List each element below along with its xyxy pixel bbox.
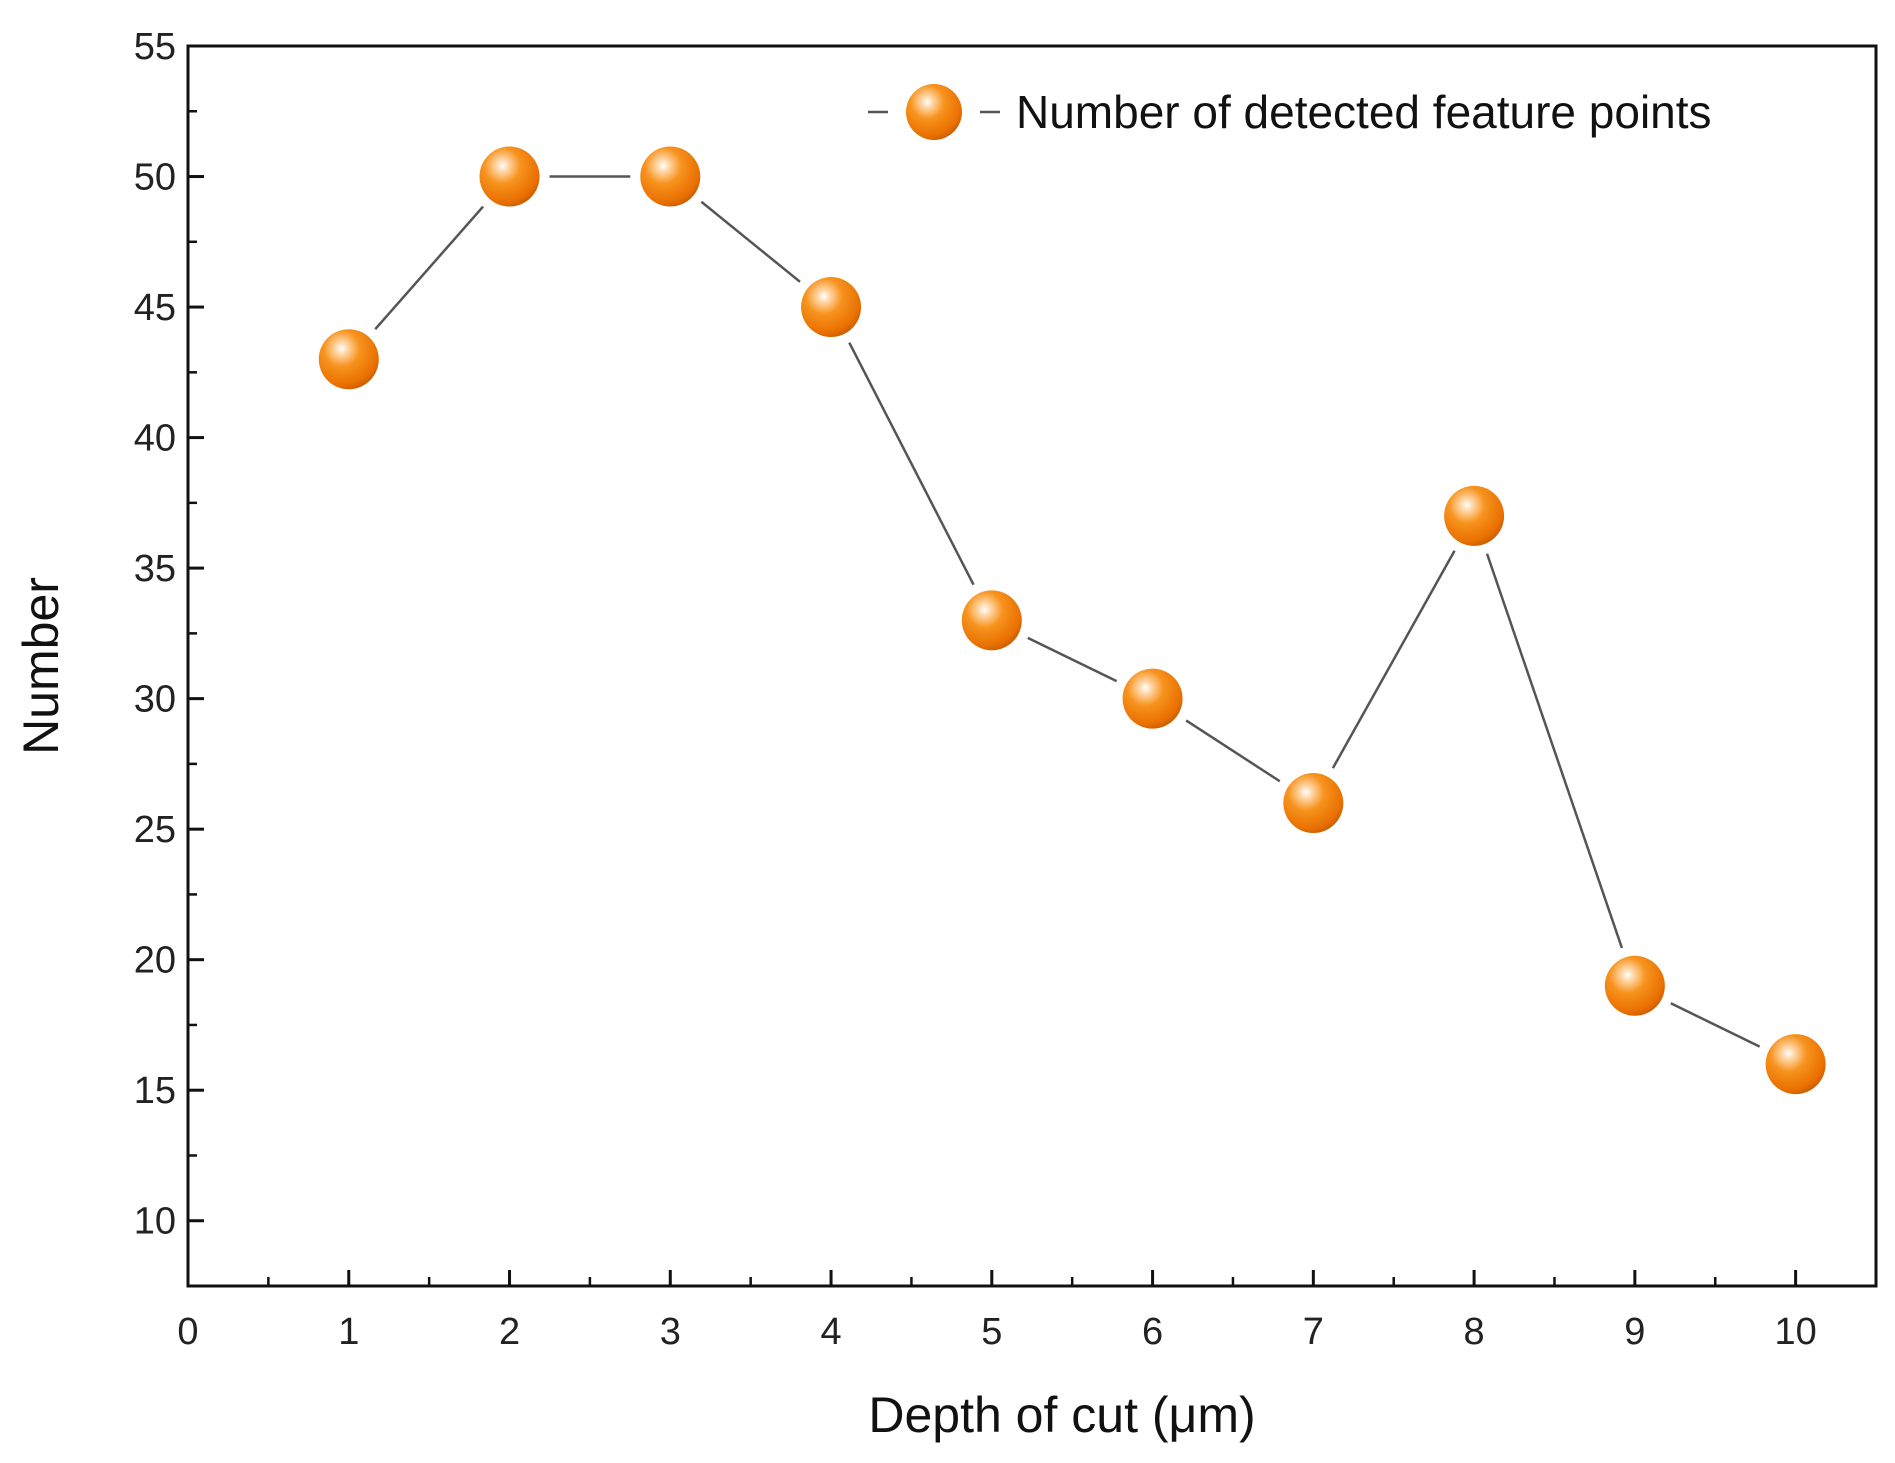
x-tick-label: 3 [660, 1311, 681, 1353]
data-point [961, 590, 1022, 651]
data-point [1604, 955, 1665, 1016]
y-axis: 10 15 20 25 30 35 40 45 50 55 [134, 26, 204, 1288]
data-point [1444, 485, 1505, 546]
data-point [1283, 773, 1344, 834]
series-line-segment [1485, 553, 1624, 949]
x-tick-label: 4 [820, 1311, 841, 1353]
y-tick-label: 15 [134, 1070, 176, 1112]
series-line-segment [848, 342, 975, 586]
x-tick-label: 10 [1774, 1311, 1816, 1353]
data-point [1765, 1034, 1826, 1095]
data-point [1122, 668, 1183, 729]
y-tick-label: 10 [134, 1201, 176, 1243]
y-tick-label: 50 [134, 157, 176, 199]
x-tick-label: 1 [338, 1311, 359, 1353]
data-point [801, 277, 862, 338]
legend-marker [906, 84, 962, 140]
legend: Number of detected feature points [868, 84, 1712, 140]
data-point [318, 329, 379, 390]
y-tick-label: 55 [134, 26, 176, 68]
x-tick-label: 0 [177, 1311, 198, 1353]
series-line-segment [700, 200, 801, 283]
y-axis-title: Number [13, 577, 69, 755]
y-tick-label: 40 [134, 418, 176, 460]
series-line-segment [1331, 550, 1456, 769]
legend-label: Number of detected feature points [1016, 86, 1712, 138]
x-tick-label: 7 [1303, 1311, 1324, 1353]
y-tick-label: 20 [134, 940, 176, 982]
y-tick-label: 25 [134, 809, 176, 851]
y-tick-label: 45 [134, 287, 176, 329]
x-axis-title: Depth of cut (μm) [868, 1387, 1255, 1443]
series-line-segment [374, 205, 485, 331]
x-tick-label: 6 [1142, 1311, 1163, 1353]
plot-frame [186, 44, 1878, 1288]
x-tick-label: 2 [499, 1311, 520, 1353]
y-tick-label: 30 [134, 679, 176, 721]
data-point [640, 146, 701, 207]
series-line-segment [1185, 719, 1281, 783]
series-layer [318, 146, 1826, 1095]
x-tick-label: 8 [1464, 1311, 1485, 1353]
x-tick-label: 5 [981, 1311, 1002, 1353]
x-axis: 0 1 2 3 4 5 6 7 8 9 10 [177, 1270, 1817, 1353]
data-point [479, 146, 540, 207]
series-line-segment [1670, 1002, 1761, 1048]
y-tick-label: 35 [134, 548, 176, 590]
x-tick-label: 9 [1624, 1311, 1645, 1353]
series-line-segment [1027, 636, 1118, 683]
